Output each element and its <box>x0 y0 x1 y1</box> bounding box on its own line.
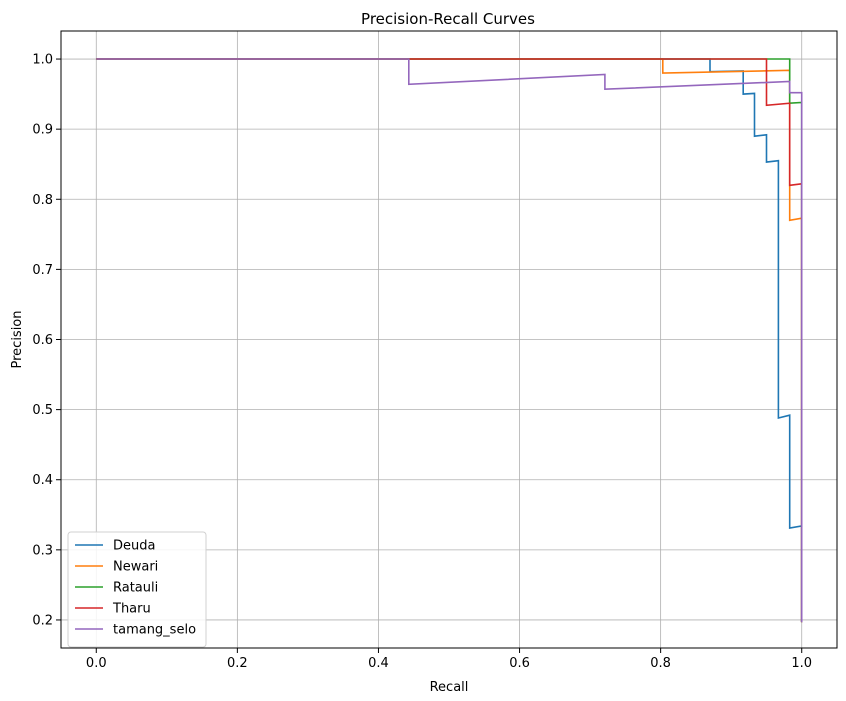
y-tick-label: 0.2 <box>32 613 53 628</box>
x-tick-label: 1.0 <box>791 656 812 671</box>
x-tick-label: 0.4 <box>368 656 389 671</box>
y-tick-label: 0.8 <box>32 193 53 208</box>
x-tick-label: 0.2 <box>227 656 248 671</box>
y-tick-label: 0.7 <box>32 263 53 278</box>
series-layer <box>96 58 803 623</box>
y-tick-label: 1.0 <box>32 53 53 68</box>
axis-ticks: 0.0 0.2 0.4 0.6 0.8 1.0 0.2 0.3 0.4 0.5 0.6 0.7 0.8 0… <box>32 53 812 671</box>
x-tick-label: 0.0 <box>86 656 107 671</box>
x-tick-label: 0.8 <box>650 656 671 671</box>
y-tick-label: 0.3 <box>32 543 53 558</box>
legend-box <box>67 531 207 648</box>
x-tick-label: 0.6 <box>509 656 530 671</box>
legend-label: tamang_selo <box>113 623 196 638</box>
y-tick-label: 0.6 <box>32 333 53 348</box>
legend: Deuda Newari Ratauli Tharu tamang_selo <box>67 531 207 648</box>
y-tick-label: 0.5 <box>32 403 53 418</box>
series-line-tamang-selo <box>96 58 803 623</box>
x-axis-label: Recall <box>430 680 469 695</box>
chart-title: Precision-Recall Curves <box>361 10 535 28</box>
y-tick-label: 0.9 <box>32 123 53 138</box>
y-tick-label: 0.4 <box>32 473 53 488</box>
legend-label: Deuda <box>113 539 155 554</box>
y-axis-label: Precision <box>10 310 25 368</box>
legend-label: Newari <box>113 560 158 575</box>
legend-label: Ratauli <box>113 581 158 596</box>
legend-label: Tharu <box>112 602 151 617</box>
